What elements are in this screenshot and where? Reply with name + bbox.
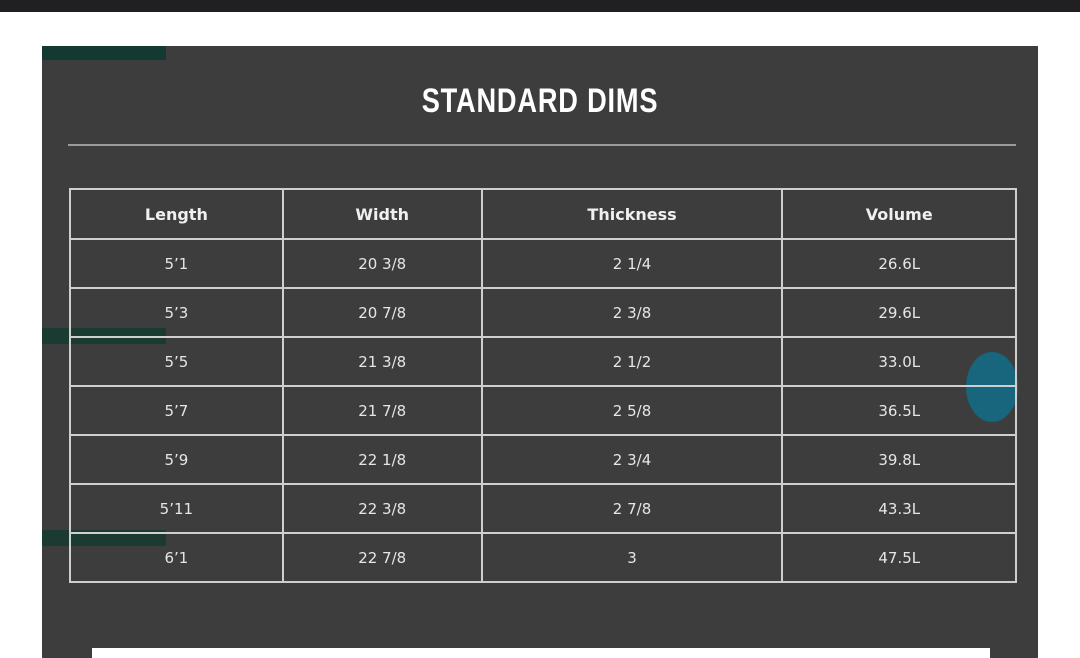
background-accent (42, 46, 166, 60)
table-cell: 2 7/8 (480, 483, 784, 534)
table-cell: 2 3/4 (480, 434, 784, 485)
dims-table: Length Width Thickness Volume 5’1 20 3/8 2 1/… (69, 188, 1017, 583)
table-cell: 3 (480, 532, 784, 583)
table-cell: 2 5/8 (480, 385, 784, 436)
table-row: 5’1 20 3/8 2 1/4 26.6L (69, 238, 1017, 289)
bottom-strip (92, 648, 990, 658)
column-header: Thickness (480, 188, 784, 240)
table-cell: 5’9 (69, 434, 284, 485)
table-row: 6’1 22 7/8 3 47.5L (69, 532, 1017, 583)
page-title: STANDARD DIMS (421, 82, 659, 120)
table-row: 5’11 22 3/8 2 7/8 43.3L (69, 483, 1017, 534)
table-cell: 21 7/8 (281, 385, 483, 436)
top-bar (0, 0, 1080, 12)
table-cell: 43.3L (781, 483, 1017, 534)
table-row: 5’9 22 1/8 2 3/4 39.8L (69, 434, 1017, 485)
table-cell: 2 1/2 (480, 336, 784, 387)
table-cell: 36.5L (781, 385, 1017, 436)
table-cell: 5’3 (69, 287, 284, 338)
dims-panel: STANDARD DIMS Length Width Thickness Volume… (42, 46, 1038, 658)
divider (68, 144, 1016, 146)
table-cell: 33.0L (781, 336, 1017, 387)
table-cell: 5’5 (69, 336, 284, 387)
table-cell: 6’1 (69, 532, 284, 583)
column-header: Length (69, 188, 284, 240)
table-row: 5’7 21 7/8 2 5/8 36.5L (69, 385, 1017, 436)
table-cell: 5’7 (69, 385, 284, 436)
table-cell: 47.5L (781, 532, 1017, 583)
table-cell: 5’1 (69, 238, 284, 289)
table-cell: 22 1/8 (281, 434, 483, 485)
table-cell: 2 1/4 (480, 238, 784, 289)
table-row: 5’5 21 3/8 2 1/2 33.0L (69, 336, 1017, 387)
table-cell: 20 3/8 (281, 238, 483, 289)
table-cell: 22 7/8 (281, 532, 483, 583)
table-cell: 5’11 (69, 483, 284, 534)
table-cell: 39.8L (781, 434, 1017, 485)
table-cell: 26.6L (781, 238, 1017, 289)
table-cell: 29.6L (781, 287, 1017, 338)
table-cell: 22 3/8 (281, 483, 483, 534)
table-cell: 20 7/8 (281, 287, 483, 338)
table-row: 5’3 20 7/8 2 3/8 29.6L (69, 287, 1017, 338)
column-header: Width (281, 188, 483, 240)
column-header: Volume (781, 188, 1017, 240)
table-cell: 2 3/8 (480, 287, 784, 338)
table-cell: 21 3/8 (281, 336, 483, 387)
